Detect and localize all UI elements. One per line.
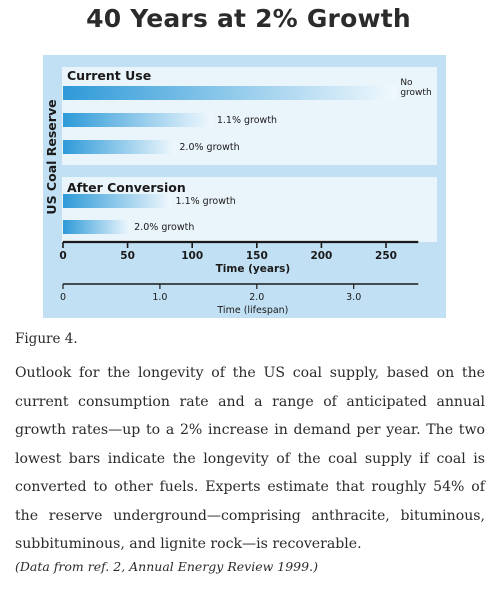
- group-title: Current Use: [67, 68, 151, 83]
- x-tick-label: 50: [120, 250, 135, 262]
- bar-label: 1.1% growth: [217, 115, 277, 126]
- bar-label-line: No: [400, 78, 413, 88]
- y-axis-label: US Coal Reserve: [44, 99, 59, 214]
- group-title: After Conversion: [67, 180, 186, 195]
- bar: [63, 194, 172, 208]
- chart-svg: US Coal Reserve Current Use No growth 1.1% …: [43, 55, 446, 318]
- bar: [63, 220, 131, 234]
- x-tick-label: 100: [181, 250, 203, 262]
- x-axis-label: Time (years): [216, 263, 291, 275]
- bars-layer: Current Use No growth 1.1% growth 2.0% growt…: [63, 68, 432, 234]
- bar-label: 2.0% growth: [134, 222, 194, 233]
- bar-label: 1.1% growth: [176, 196, 236, 207]
- x-tick-label: 150: [246, 250, 268, 262]
- caption-source: (Data from ref. 2, Annual Energy Review …: [15, 559, 318, 574]
- bar-label-line: growth: [400, 88, 431, 98]
- figure-label: Figure 4.: [15, 331, 78, 347]
- lifespan-tick-label: 0: [60, 292, 66, 303]
- x-tick-label: 0: [59, 250, 66, 262]
- lifespan-axis-label: Time (lifespan): [216, 305, 288, 316]
- lifespan-tick-label: 1.0: [152, 292, 167, 303]
- bar-label: 2.0% growth: [179, 142, 239, 153]
- bar: [63, 113, 213, 127]
- chart-title: 40 Years at 2% Growth: [86, 4, 411, 33]
- x-tick-label: 200: [310, 250, 332, 262]
- x-tick-label: 250: [375, 250, 397, 262]
- bar-label: No growth: [400, 78, 431, 98]
- bar: [63, 140, 176, 154]
- lifespan-tick-label: 3.0: [346, 292, 361, 303]
- axis-layer: 0 50 100 150 200 250 Time (years) 0 1.0 2.0 3.0 Tim…: [59, 240, 419, 316]
- caption-text: Outlook for the longevity of the US coal…: [15, 365, 485, 552]
- lifespan-tick-label: 2.0: [249, 292, 264, 303]
- bar: [63, 86, 397, 100]
